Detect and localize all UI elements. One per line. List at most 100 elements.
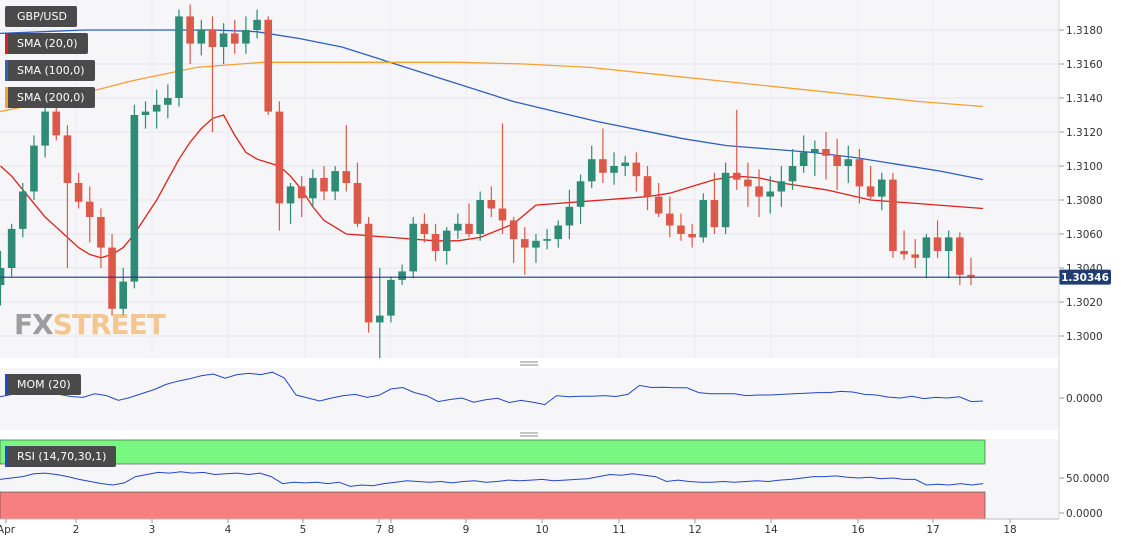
candle-down (911, 239, 920, 268)
candle-body (643, 176, 652, 197)
candle-down (967, 257, 975, 285)
candle-body (119, 281, 128, 309)
sma-lines (0, 29, 984, 259)
candle-body (141, 111, 150, 115)
candle-up (788, 149, 797, 190)
candle-down (654, 183, 663, 217)
candle-down (822, 132, 830, 180)
candle-body (833, 155, 841, 166)
candle-up (621, 155, 629, 177)
candle-down (364, 217, 373, 333)
mom-label-text: MOM (20) (17, 378, 71, 391)
candle-body (866, 186, 875, 197)
candle-body (944, 237, 953, 251)
candle-down (520, 227, 529, 275)
price-panel-bg (0, 0, 1059, 358)
x-tick-label: 9 (463, 524, 470, 536)
price-tick-label: 1.3080 (1066, 195, 1103, 207)
sma20-color-swatch (5, 33, 8, 54)
rsi-overbought-band (0, 439, 986, 465)
candle-body (688, 234, 696, 238)
candle-up (844, 145, 853, 183)
symbol-text: GBP/USD (17, 10, 67, 23)
candle-up (409, 217, 418, 279)
candle-body (398, 271, 406, 280)
candle-down (297, 176, 306, 217)
candle-down (889, 172, 897, 258)
candle-up (944, 230, 953, 279)
current-price-value: 1.30346 (1061, 272, 1109, 284)
candle-down (63, 125, 72, 268)
candle-body (744, 179, 752, 187)
legend-sma200[interactable]: SMA (200,0) (5, 87, 95, 108)
candle-down (342, 125, 351, 192)
candle-body (97, 217, 105, 248)
candle-up (242, 16, 250, 54)
candle-body (632, 162, 641, 177)
candle-up (253, 9, 261, 39)
candle-body (152, 104, 161, 112)
candle-body (554, 225, 563, 240)
rsi-label[interactable]: RSI (14,70,30,1) (5, 446, 117, 467)
candle-body (242, 30, 250, 44)
legend-sma20-text: SMA (20,0) (17, 37, 78, 50)
candle-body (85, 201, 94, 217)
candle-body (922, 237, 931, 258)
price-tick-label: 1.3000 (1066, 331, 1103, 343)
candle-down (186, 4, 194, 64)
candle-body (956, 237, 964, 275)
candle-body (599, 159, 607, 173)
legend-sma100[interactable]: SMA (100,0) (5, 60, 95, 81)
candle-body (520, 239, 529, 248)
candle-up (777, 166, 786, 207)
candle-body (275, 111, 284, 204)
candle-body (320, 177, 328, 192)
candle-body (677, 225, 685, 234)
candle-body (375, 315, 384, 323)
candle-body (420, 223, 429, 234)
legend-sma100-text: SMA (100,0) (17, 64, 85, 77)
panel-splitter-1[interactable] (520, 361, 538, 366)
candle-body (933, 237, 942, 251)
candle-body (264, 19, 273, 112)
candle-body (309, 177, 317, 199)
legend-sma20[interactable]: SMA (20,0) (5, 33, 88, 54)
candle-up (766, 176, 775, 214)
candle-body (532, 240, 540, 248)
candle-down (487, 186, 496, 217)
sma100-line (0, 29, 984, 181)
candle-body (52, 111, 61, 136)
candle-up (219, 23, 228, 64)
price-tick-label: 1.3120 (1066, 127, 1103, 139)
candle-down (732, 109, 741, 190)
candle-down (264, 16, 273, 115)
candle-body (799, 152, 808, 166)
candle-down (666, 196, 674, 238)
mom-tick-label: 0.0000 (1066, 393, 1103, 405)
candle-body (755, 186, 763, 197)
x-tick-label: 18 (1003, 524, 1016, 536)
candle-body (811, 149, 819, 153)
panel-splitter-2[interactable] (520, 432, 538, 437)
price-y-axis: 1.30001.30201.30401.30601.30801.31001.31… (1059, 25, 1103, 343)
candle-down (85, 186, 94, 243)
candle-up (398, 264, 406, 285)
sma200-line (0, 61, 984, 113)
candle-up (152, 89, 161, 129)
candle-down (677, 213, 685, 241)
candle-body (465, 223, 473, 234)
candle-body (699, 200, 708, 238)
symbol-label: GBP/USD (5, 6, 77, 27)
mom-label[interactable]: MOM (20) (5, 374, 81, 395)
candle-body (565, 206, 574, 226)
candle-body (431, 234, 440, 251)
candle-body (587, 159, 596, 182)
candle-body (822, 149, 830, 156)
candle-up (164, 84, 172, 119)
price-tick-label: 1.3100 (1066, 161, 1103, 173)
candle-body (108, 247, 116, 309)
candle-down (599, 128, 607, 183)
fxstreet-watermark: FXSTREET (14, 308, 166, 341)
